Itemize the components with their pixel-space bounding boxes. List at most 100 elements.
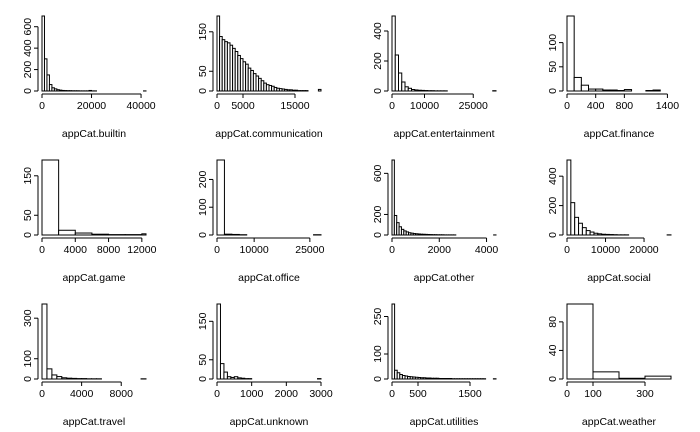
x-axis-label: appCat.unknown (230, 416, 309, 428)
x-tick-label: 8000 (97, 244, 121, 256)
x-tick-label: 0 (564, 388, 570, 400)
histogram-bar (74, 232, 93, 236)
histogram-bar (623, 89, 633, 92)
histogram-bar (652, 89, 661, 92)
y-tick-label: 0 (197, 88, 209, 94)
y-tick-label: 0 (22, 232, 34, 238)
x-axis-label: appCat.weather (582, 416, 657, 428)
y-tick-label: 200 (372, 206, 384, 224)
histogram-bar (41, 303, 48, 380)
histogram-bar (58, 229, 76, 236)
x-tick-label: 10000 (240, 244, 269, 256)
histogram-bar (56, 376, 63, 380)
histogram-bar (595, 88, 604, 92)
x-tick-label: 10000 (410, 100, 439, 112)
x-axis-label: appCat.game (62, 272, 125, 284)
histogram-bar (91, 233, 110, 236)
x-tick-label: 1500 (458, 388, 482, 400)
histogram-bar (580, 84, 590, 92)
histogram-bar (61, 377, 68, 380)
x-tick-label: 10000 (591, 244, 620, 256)
histogram-bar (618, 377, 646, 380)
histogram-bar (573, 76, 582, 92)
histogram-panel: 0 10000 20000 0 200 400 appCat.social (547, 159, 672, 284)
x-tick-label: 3000 (309, 388, 333, 400)
histogram-panel: 0 10000 25000 0 200 400 appCat.entertainment (372, 15, 497, 140)
x-axis-label: appCat.builtin (62, 128, 126, 140)
histogram-bar (578, 222, 583, 236)
x-tick-label: 400 (587, 100, 605, 112)
y-tick-label: 0 (372, 232, 384, 238)
x-tick-label: 500 (409, 388, 427, 400)
y-tick-label: 400 (22, 39, 34, 57)
y-tick-label: 0 (372, 88, 384, 94)
x-tick-label: 8000 (110, 388, 134, 400)
x-tick-label: 20000 (77, 100, 106, 112)
x-tick-label: 800 (616, 100, 634, 112)
histogram-bar (46, 74, 50, 92)
x-tick-label: 4000 (70, 388, 94, 400)
histogram-panel: 0 100 300 0 40 80 appCat.weather (547, 303, 672, 428)
x-tick-label: 4000 (64, 244, 88, 256)
histogram-bar (223, 371, 228, 380)
histogram-panel: 0 2000 4000 0 200 600 appCat.other (372, 159, 499, 284)
histogram-bar (46, 368, 53, 380)
histogram-bar (391, 15, 396, 92)
histogram-bar (223, 233, 233, 236)
histogram-panel: 0 20000 40000 0 200 400 600 appCat.builtin (22, 15, 156, 140)
histogram-panel: 0 4000 8000 12000 0 50 150 appCat.game (22, 159, 157, 284)
x-axis-label: appCat.finance (584, 128, 655, 140)
x-tick-label: 0 (39, 244, 45, 256)
x-tick-label: 0 (214, 244, 220, 256)
x-tick-label: 0 (389, 244, 395, 256)
y-tick-label: 150 (197, 23, 209, 41)
x-axis-label: appCat.utilities (410, 416, 479, 428)
x-tick-label: 0 (39, 100, 45, 112)
histogram-bar (589, 231, 595, 236)
y-tick-label: 100 (22, 350, 34, 368)
histogram-bar (71, 377, 78, 380)
x-tick-label: 1400 (656, 100, 680, 112)
histogram-bar (601, 233, 607, 236)
y-tick-label: 200 (22, 61, 34, 79)
y-tick-label: 300 (22, 309, 34, 327)
y-tick-label: 50 (197, 354, 209, 366)
y-tick-label: 400 (547, 167, 559, 185)
x-tick-label: 0 (214, 100, 220, 112)
y-tick-label: 0 (22, 88, 34, 94)
histogram-bar (226, 376, 232, 380)
histogram-bar (585, 230, 591, 236)
histogram-bar (240, 377, 246, 380)
histogram-bar (216, 303, 221, 380)
x-tick-label: 0 (564, 100, 570, 112)
y-tick-label: 200 (547, 197, 559, 215)
x-tick-label: 0 (389, 100, 395, 112)
histogram-bar (219, 363, 225, 380)
x-tick-label: 0 (39, 388, 45, 400)
histogram-bar (51, 374, 58, 380)
x-tick-label: 0 (214, 388, 220, 400)
x-tick-label: 300 (636, 388, 654, 400)
x-tick-label: 1000 (240, 388, 264, 400)
y-tick-label: 400 (372, 22, 384, 40)
y-tick-label: 600 (22, 18, 34, 36)
x-tick-label: 15000 (280, 100, 309, 112)
histogram-bar (644, 375, 672, 380)
histogram-bar (141, 233, 147, 236)
histogram-bar (66, 377, 73, 380)
y-tick-label: 50 (22, 209, 34, 221)
x-tick-label: 40000 (126, 100, 155, 112)
x-tick-label: 20000 (629, 244, 658, 256)
histogram-bar (581, 227, 587, 236)
histogram-bar (230, 376, 235, 380)
histogram-bar (566, 303, 594, 380)
x-tick-label: 0 (389, 388, 395, 400)
x-tick-label: 2000 (428, 244, 452, 256)
histogram-bar (216, 159, 225, 236)
histogram-panel: 0 4000 8000 0 100 300 appCat.travel (22, 303, 147, 428)
x-axis-label: appCat.other (414, 272, 475, 284)
histogram-bar (602, 89, 611, 92)
y-tick-label: 100 (372, 345, 384, 363)
x-tick-label: 4000 (475, 244, 499, 256)
y-tick-label: 0 (372, 376, 384, 382)
